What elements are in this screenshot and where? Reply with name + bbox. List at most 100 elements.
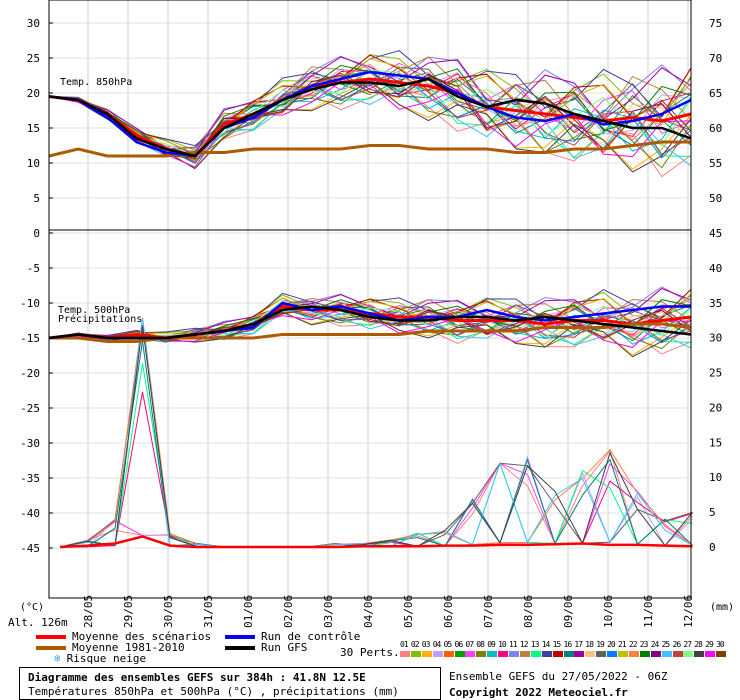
pert-number: 08	[476, 640, 485, 649]
pert-swatch	[519, 651, 530, 657]
chart-subtitle: Températures 850hPa et 500hPa (°C) , pré…	[28, 685, 399, 698]
x-tick: 11/06	[642, 595, 655, 628]
series-mean-precip	[59, 535, 693, 549]
pert-swatch	[541, 651, 552, 657]
y-tick-right-lower: 35	[709, 297, 722, 310]
y-tick-left: -25	[20, 402, 40, 415]
x-tick: 10/06	[602, 595, 615, 628]
pert-number: 03	[421, 640, 431, 649]
pert-number: 25	[661, 640, 671, 649]
x-tick: 31/05	[202, 595, 215, 628]
pert-swatch	[661, 651, 672, 657]
y-tick-right-lower: 30	[709, 332, 722, 345]
pert-swatch	[716, 651, 727, 657]
series-3-t850	[48, 77, 692, 158]
y-tick-left: 5	[33, 192, 40, 205]
pert-15-t850	[48, 54, 692, 156]
pert-25-t850	[48, 83, 692, 167]
x-tick: 29/05	[122, 595, 135, 628]
pert-swatch	[552, 651, 563, 657]
x-tick: 04/06	[362, 595, 375, 628]
right-unit: (mm)	[710, 602, 734, 613]
y-tick-left: -35	[20, 472, 40, 485]
pert-swatch	[487, 651, 498, 657]
legend-mean: Moyenne des scénarios	[36, 630, 211, 643]
pert-swatch	[672, 651, 683, 657]
x-tick: 07/06	[482, 595, 495, 628]
label-t850: Temp. 850hPa	[60, 77, 132, 88]
x-tick: 08/06	[522, 595, 535, 628]
series-1-t850	[48, 140, 691, 158]
y-tick-right-upper: 75	[709, 17, 722, 30]
x-tick: 12/06	[682, 595, 695, 628]
pert-number: 14	[541, 640, 551, 649]
y-tick-right-lower: 15	[709, 436, 722, 449]
y-tick-left: -10	[20, 297, 40, 310]
x-tick: 02/06	[282, 595, 295, 628]
x-tick: 06/06	[442, 595, 455, 628]
pert-swatch	[563, 651, 574, 657]
pert-swatch	[607, 651, 618, 657]
snowflake-icon: ❄	[54, 652, 61, 665]
pert-number: 20	[607, 640, 616, 649]
pert-swatch	[628, 651, 639, 657]
y-tick-left: -45	[20, 542, 40, 555]
y-tick-right-upper: 70	[709, 52, 722, 65]
pert-number: 24	[650, 640, 660, 649]
pert-22-precip	[59, 317, 693, 548]
y-tick-right-lower: 25	[709, 367, 722, 380]
x-tick: 30/05	[162, 595, 175, 628]
label-precip: Précipitations	[58, 313, 142, 325]
y-tick-right-lower: 20	[709, 401, 722, 414]
pert-swatch	[639, 651, 650, 657]
pert-number: 02	[410, 640, 420, 649]
y-tick-right-upper: 50	[709, 192, 722, 205]
footer-box: Diagramme des ensembles GEFS sur 384h : …	[19, 667, 441, 700]
y-tick-left: 15	[27, 122, 40, 135]
pert-21-t850	[48, 58, 692, 155]
pert-swatch	[509, 651, 519, 657]
y-tick-right-lower: 45	[709, 227, 722, 240]
x-tick: 09/06	[562, 595, 575, 628]
pert-number: 15	[552, 640, 562, 649]
pert-27-t850	[48, 69, 692, 157]
y-tick-right-lower: 10	[709, 471, 722, 484]
y-tick-right-lower: 0	[709, 541, 716, 554]
pert-swatch	[683, 651, 694, 657]
y-tick-left: -15	[20, 332, 40, 345]
x-tick: 03/06	[322, 595, 335, 628]
y-tick-right-upper: 60	[709, 122, 722, 135]
pert-number: 05	[443, 640, 453, 649]
pert-number: 11	[509, 640, 518, 649]
pert-swatch	[498, 651, 509, 657]
left-unit: (°C)	[20, 602, 44, 613]
y-tick-right-lower: 40	[709, 262, 722, 275]
pert-swatch	[530, 651, 541, 657]
pert-swatch	[585, 651, 596, 657]
y-tick-right-upper: 55	[709, 157, 722, 170]
pert-swatch	[596, 651, 607, 657]
y-tick-left: 0	[33, 227, 40, 240]
pert-number: 27	[683, 640, 692, 649]
pert-swatch	[454, 651, 465, 657]
pert-swatch	[465, 651, 476, 657]
x-tick: 01/06	[242, 595, 255, 628]
pert-number: 16	[563, 640, 573, 649]
y-tick-left: 20	[27, 87, 40, 100]
pert-swatch	[574, 651, 585, 657]
pert-number: 26	[672, 640, 682, 649]
series-3-t500	[48, 305, 692, 340]
pert-number: 18	[585, 640, 594, 649]
pert-number: 04	[432, 640, 442, 649]
y-tick-right-upper: 65	[709, 87, 722, 100]
pert-swatch	[421, 651, 432, 657]
y-tick-left: -5	[27, 262, 40, 275]
y-tick-left: 30	[27, 17, 40, 30]
legend-perts: 30 Perts.	[340, 646, 400, 659]
x-tick: 28/05	[82, 595, 95, 628]
legend-climo: Moyenne 1981-2010	[36, 641, 185, 654]
y-tick-right-lower: 5	[709, 506, 716, 519]
pert-number: 09	[487, 640, 496, 649]
y-tick-left: -40	[20, 507, 40, 520]
pert-swatch	[400, 651, 410, 657]
